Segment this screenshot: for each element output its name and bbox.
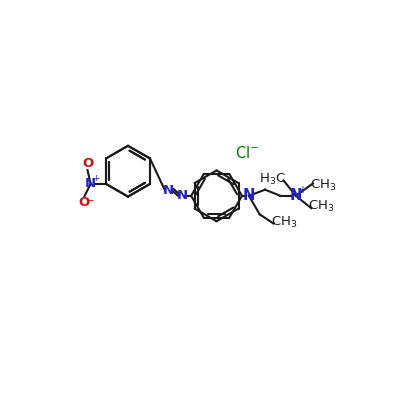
Text: N: N xyxy=(85,178,96,190)
Text: −: − xyxy=(86,196,94,206)
Text: CH$_3$: CH$_3$ xyxy=(310,178,336,193)
Text: +: + xyxy=(92,174,100,183)
Text: O: O xyxy=(82,157,93,170)
Text: N: N xyxy=(290,188,302,203)
Text: CH$_3$: CH$_3$ xyxy=(308,199,334,214)
Text: N: N xyxy=(162,184,174,197)
Text: N: N xyxy=(243,188,255,203)
Text: N: N xyxy=(176,189,188,202)
Text: +: + xyxy=(298,185,306,195)
Text: H$_3$C: H$_3$C xyxy=(259,172,286,187)
Text: O: O xyxy=(78,196,89,209)
Text: CH$_3$: CH$_3$ xyxy=(271,214,298,230)
Text: Cl$^{-}$: Cl$^{-}$ xyxy=(235,146,259,162)
